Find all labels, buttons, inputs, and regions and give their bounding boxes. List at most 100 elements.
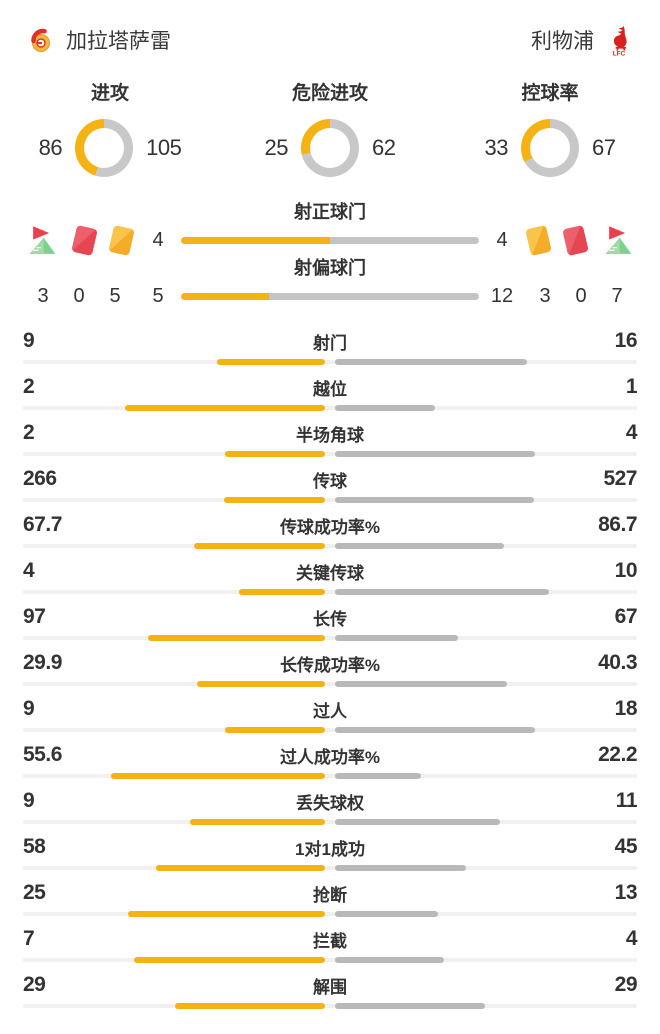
away-discipline-icons — [525, 224, 637, 257]
stat-home-value: 29.9 — [23, 651, 62, 674]
stat-home-bar — [225, 451, 325, 457]
stat-home-value: 2 — [23, 375, 35, 398]
home-team: 加拉塔萨雷 — [28, 24, 171, 56]
stat-home-value: 58 — [23, 835, 46, 858]
donut-away-value: 67 — [592, 135, 616, 160]
donut-chart: 进攻 86 105 — [0, 78, 220, 178]
stat-home-bar — [197, 681, 325, 687]
stat-label: 长传 — [313, 609, 347, 629]
shots-section: 射正球门 4 4 — [0, 200, 660, 312]
home-discipline-values: 3 0 5 — [23, 285, 135, 308]
donut-ring — [521, 119, 579, 177]
stat-home-bar — [134, 957, 325, 963]
stat-bar — [23, 543, 637, 549]
stat-bar — [23, 635, 637, 641]
stat-row: 9 射门 16 — [0, 326, 660, 372]
stat-home-bar — [110, 773, 325, 779]
donut-ring — [75, 119, 134, 177]
stat-away-value: 67 — [614, 605, 638, 628]
stat-label: 过人 — [313, 701, 347, 721]
stat-bar — [23, 589, 637, 595]
stat-row: 67.7 传球成功率% 86.7 — [0, 510, 660, 556]
stat-home-value: 55.6 — [23, 743, 62, 766]
stat-label: 越位 — [313, 379, 347, 399]
stat-row: 2 半场角球 4 — [0, 418, 660, 464]
stat-home-bar — [175, 1003, 325, 1009]
stat-home-value: 9 — [23, 697, 35, 720]
stat-row: 55.6 过人成功率% 22.2 — [0, 740, 660, 786]
stat-away-bar — [335, 727, 535, 733]
donut-home-value: 86 — [38, 135, 63, 160]
away-red-cards-count: 0 — [575, 284, 587, 307]
home-red-cards-count: 0 — [73, 284, 85, 307]
stat-home-value: 67.7 — [23, 513, 62, 536]
stat-home-bar — [224, 497, 325, 503]
galatasaray-crest-icon — [28, 24, 54, 56]
stat-home-bar — [225, 727, 325, 733]
stat-label: 射门 — [313, 333, 347, 353]
stat-row: 7 拦截 4 — [0, 924, 660, 970]
stat-row: 25 抢断 13 — [0, 878, 660, 924]
stat-away-bar — [335, 359, 527, 365]
stat-row: 2 越位 1 — [0, 372, 660, 418]
stat-bar — [23, 727, 637, 733]
yellow-card-icon — [108, 224, 135, 257]
stat-label: 半场角球 — [296, 425, 364, 445]
stat-row: 58 1对1成功 45 — [0, 832, 660, 878]
donut-title: 危险进攻 — [291, 83, 368, 104]
stat-home-value: 266 — [23, 467, 57, 490]
away-discipline-values: 3 0 7 — [525, 285, 637, 308]
stat-away-bar — [335, 635, 458, 641]
stat-away-bar — [335, 911, 438, 917]
away-corners-count: 7 — [611, 284, 623, 307]
stat-away-bar — [335, 497, 535, 503]
stat-bar — [23, 911, 637, 917]
stat-away-value: 527 — [603, 467, 637, 490]
shots-off-target-row: 3 0 5 5 12 3 0 7 — [0, 280, 660, 312]
stat-home-value: 25 — [23, 881, 46, 904]
liverpool-crest-icon: LFC — [606, 24, 632, 56]
home-team-name: 加拉塔萨雷 — [66, 30, 171, 53]
stat-away-value: 18 — [614, 697, 638, 720]
stat-label: 抢断 — [313, 885, 347, 905]
stat-label: 关键传球 — [296, 563, 364, 583]
stat-label: 长传成功率% — [279, 655, 381, 675]
stat-label: 传球成功率% — [279, 517, 381, 537]
stat-bar — [23, 865, 637, 871]
away-team-name: 利物浦 — [531, 30, 594, 53]
home-discipline-icons — [23, 224, 135, 257]
stat-label: 丢失球权 — [296, 793, 364, 813]
stat-bar — [23, 819, 637, 825]
stat-row: 266 传球 527 — [0, 464, 660, 510]
stat-away-bar — [335, 405, 435, 411]
stat-row: 29 解围 29 — [0, 970, 660, 1016]
stat-row: 97 长传 67 — [0, 602, 660, 648]
donut-away-value: 105 — [146, 135, 182, 160]
stat-away-bar — [335, 543, 504, 549]
stat-away-value: 29 — [614, 973, 638, 996]
stat-home-value: 97 — [23, 605, 46, 628]
stat-bar — [23, 405, 637, 411]
donut-away-value: 62 — [372, 135, 396, 160]
donut-chart: 危险进攻 25 62 — [220, 78, 440, 178]
match-header: 加拉塔萨雷 利物浦 LFC — [0, 22, 660, 58]
away-team: 利物浦 LFC — [531, 24, 632, 56]
stat-away-value: 10 — [614, 559, 638, 582]
home-corners-count: 3 — [37, 284, 49, 307]
stat-home-bar — [147, 635, 325, 641]
stat-home-bar — [190, 819, 325, 825]
stat-row: 29.9 长传成功率% 40.3 — [0, 648, 660, 694]
stat-home-value: 4 — [23, 559, 35, 582]
stat-away-value: 40.3 — [598, 651, 637, 674]
stat-away-bar — [335, 957, 445, 963]
stat-away-bar — [335, 773, 421, 779]
donut-charts: 进攻 86 105 危险进攻 25 62 控球率 33 67 — [0, 78, 660, 178]
stat-away-value: 86.7 — [598, 513, 637, 536]
stat-away-bar — [335, 589, 550, 595]
stat-row: 4 关键传球 10 — [0, 556, 660, 602]
donut-ring — [301, 119, 359, 177]
stat-home-value: 7 — [23, 927, 35, 950]
donut-chart: 控球率 33 67 — [440, 78, 660, 178]
away-yellow-cards-count: 3 — [539, 284, 551, 307]
